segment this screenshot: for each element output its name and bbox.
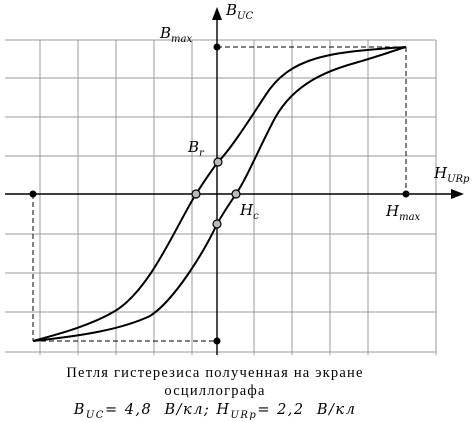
b-max-label: Bmax (159, 24, 192, 45)
caption-scale-line: BUC= 4,8 В/кл; HURp= 2,2 В/кл (73, 402, 357, 421)
x-axis-label: HURp (433, 164, 470, 185)
markers (29, 43, 410, 345)
neg-h-max-point (29, 190, 37, 198)
h-c-label: Hc (239, 201, 259, 222)
caption-line-2: осциллографа (164, 383, 265, 399)
y-axis-label: BUC (225, 1, 253, 22)
h-c-point (231, 189, 241, 199)
axes (5, 7, 464, 355)
caption-line-1: Петля гистерезиса полученная на экране (66, 365, 363, 381)
y-axis-arrowhead (212, 7, 222, 20)
neg-h-c-point (191, 189, 201, 199)
x-axis-arrowhead (451, 189, 464, 199)
neg-b-r-point (212, 219, 222, 229)
b-r-label: Br (187, 138, 205, 159)
dashed-max-guides (32, 46, 407, 342)
neg-b-max-point (213, 337, 221, 345)
b-max-point (213, 43, 221, 51)
b-r-point (213, 157, 223, 167)
h-max-point (402, 190, 410, 198)
h-max-label: Hmax (385, 202, 421, 223)
oscilloscope-grid (5, 39, 437, 355)
descending-branch (32, 46, 407, 342)
